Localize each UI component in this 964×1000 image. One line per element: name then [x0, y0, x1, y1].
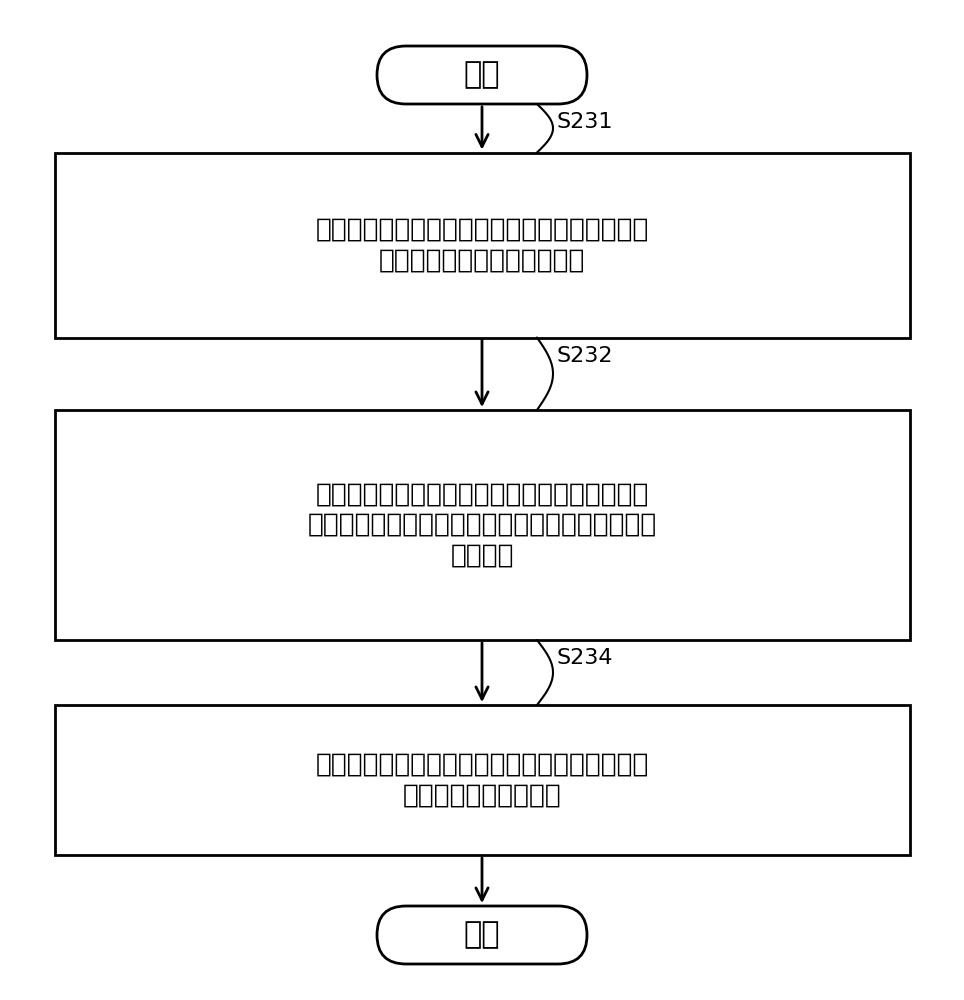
- Text: 将所述挖掴指数与所述实况指数相加，并将和作: 将所述挖掴指数与所述实况指数相加，并将和作: [315, 752, 649, 778]
- Text: 开始: 开始: [464, 60, 500, 90]
- FancyBboxPatch shape: [377, 906, 587, 964]
- Text: 的进行计算，并获得挖掴指数: 的进行计算，并获得挖掴指数: [379, 247, 585, 273]
- Text: 基于实况指数函数对所述目标数据、所述标签数: 基于实况指数函数对所述目标数据、所述标签数: [315, 482, 649, 508]
- Text: 结束: 结束: [464, 920, 500, 950]
- Text: S232: S232: [557, 346, 613, 365]
- Text: 基于挖掴函数对所述目标数据以及所述标签数据: 基于挖掴函数对所述目标数据以及所述标签数据: [315, 217, 649, 243]
- FancyBboxPatch shape: [377, 46, 587, 104]
- FancyBboxPatch shape: [55, 410, 909, 640]
- Text: S234: S234: [557, 648, 613, 668]
- FancyBboxPatch shape: [55, 705, 909, 855]
- Text: 据、时间参数以及地理信息参数进行计算，并获得: 据、时间参数以及地理信息参数进行计算，并获得: [308, 512, 656, 538]
- FancyBboxPatch shape: [55, 152, 909, 338]
- Text: 为所述情景相似度指数: 为所述情景相似度指数: [403, 782, 561, 808]
- Text: S231: S231: [557, 112, 613, 132]
- Text: 实况指数: 实况指数: [450, 542, 514, 568]
